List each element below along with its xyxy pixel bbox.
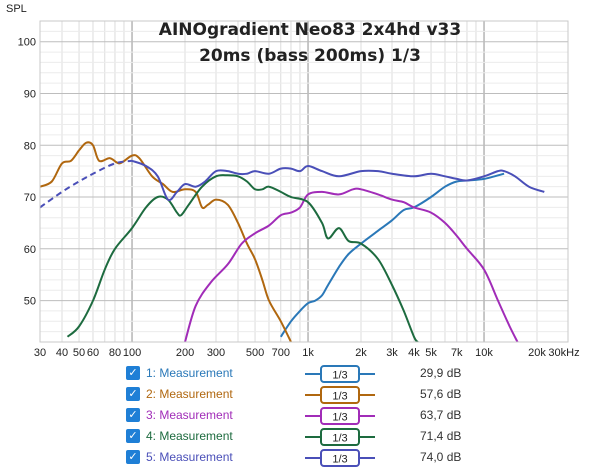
grid [39,20,569,342]
legend-smoothing-symbol[interactable]: 1/3 [305,448,375,468]
legend-row: ✓ 4: Measurement 1/3 71,4 dB [120,427,480,447]
legend-smoothing-symbol[interactable]: 1/3 [305,385,375,405]
x-tick-label: 80 [109,347,121,359]
x-tick-label: 2k [355,347,367,359]
legend-smoothing-label: 1/3 [332,412,347,424]
x-tick-label: 3k [386,347,398,359]
legend-row: ✓ 1: Measurement 1/3 29,9 dB [120,364,480,384]
x-tick-label: 1k [302,347,314,359]
x-tick-label: 500 [246,347,264,359]
x-tick-label: 20k [528,347,546,359]
legend-smoothing-label: 1/3 [332,454,347,466]
series-3-line [184,187,519,342]
series-2-line [40,141,292,342]
legend-level-value: 71,4 dB [420,429,462,443]
legend-smoothing-label: 1/3 [332,370,347,382]
x-tick-label: 7k [451,347,463,359]
legend-series-name[interactable]: 1: Measurement [146,366,233,380]
legend-checkbox[interactable]: ✓ [126,387,140,401]
y-tick-labels: 100 90 80 70 60 50 [18,37,36,308]
y-tick-label: 70 [24,192,36,204]
legend-checkbox[interactable]: ✓ [126,450,140,464]
series-4-line [66,174,419,342]
legend-level-value: 74,0 dB [420,450,462,464]
x-tick-label: 100 [123,347,141,359]
x-tick-label: 40 [56,347,68,359]
y-tick-label: 80 [24,140,36,152]
series-5-line [131,159,545,202]
series-layer [40,141,545,342]
x-tick-label: 10k [475,347,493,359]
chart-title: AINOgradient Neo83 2x4hd v33 [159,20,461,40]
legend-row: ✓ 2: Measurement 1/3 57,6 dB [120,385,480,405]
legend-series-name[interactable]: 2: Measurement [146,387,233,401]
legend-smoothing-symbol[interactable]: 1/3 [305,406,375,426]
series-5-dashed-line [40,159,133,209]
legend-checkbox[interactable]: ✓ [126,429,140,443]
legend-level-value: 57,6 dB [420,387,462,401]
x-tick-label: 700 [272,347,290,359]
legend-level-value: 63,7 dB [420,408,462,422]
legend-series-name[interactable]: 3: Measurement [146,408,233,422]
x-tick-label: 30kHz [548,347,579,359]
legend-level-value: 29,9 dB [420,366,462,380]
legend-smoothing-label: 1/3 [332,433,347,445]
y-tick-label: 100 [18,37,36,49]
legend-checkbox[interactable]: ✓ [126,408,140,422]
y-tick-label: 90 [24,88,36,100]
series-1-line [279,172,505,338]
x-tick-label: 5k [425,347,437,359]
y-tick-label: 50 [24,296,36,308]
x-tick-labels: 30 40 50 60 80 100 200 300 500 700 1k 2k 3k 4k 5k 7k 10k… [34,347,580,359]
chart-subtitle: 20ms (bass 200ms) 1/3 [199,46,421,66]
legend-series-name[interactable]: 5: Measurement [146,450,233,464]
plot-frame [39,20,569,343]
x-tick-label: 50 [73,347,85,359]
x-tick-label: 200 [176,347,194,359]
y-axis-label: SPL [6,3,27,15]
x-tick-label: 30 [34,347,46,359]
y-tick-label: 60 [24,244,36,256]
legend-smoothing-symbol[interactable]: 1/3 [305,364,375,384]
legend-checkbox[interactable]: ✓ [126,366,140,380]
legend-row: ✓ 3: Measurement 1/3 63,7 dB [120,406,480,426]
legend-smoothing-symbol[interactable]: 1/3 [305,427,375,447]
legend-row: ✓ 5: Measurement 1/3 74,0 dB [120,448,480,468]
legend-series-name[interactable]: 4: Measurement [146,429,233,443]
legend-smoothing-label: 1/3 [332,391,347,403]
x-tick-label: 4k [408,347,420,359]
x-tick-label: 60 [87,347,99,359]
x-tick-label: 300 [207,347,225,359]
